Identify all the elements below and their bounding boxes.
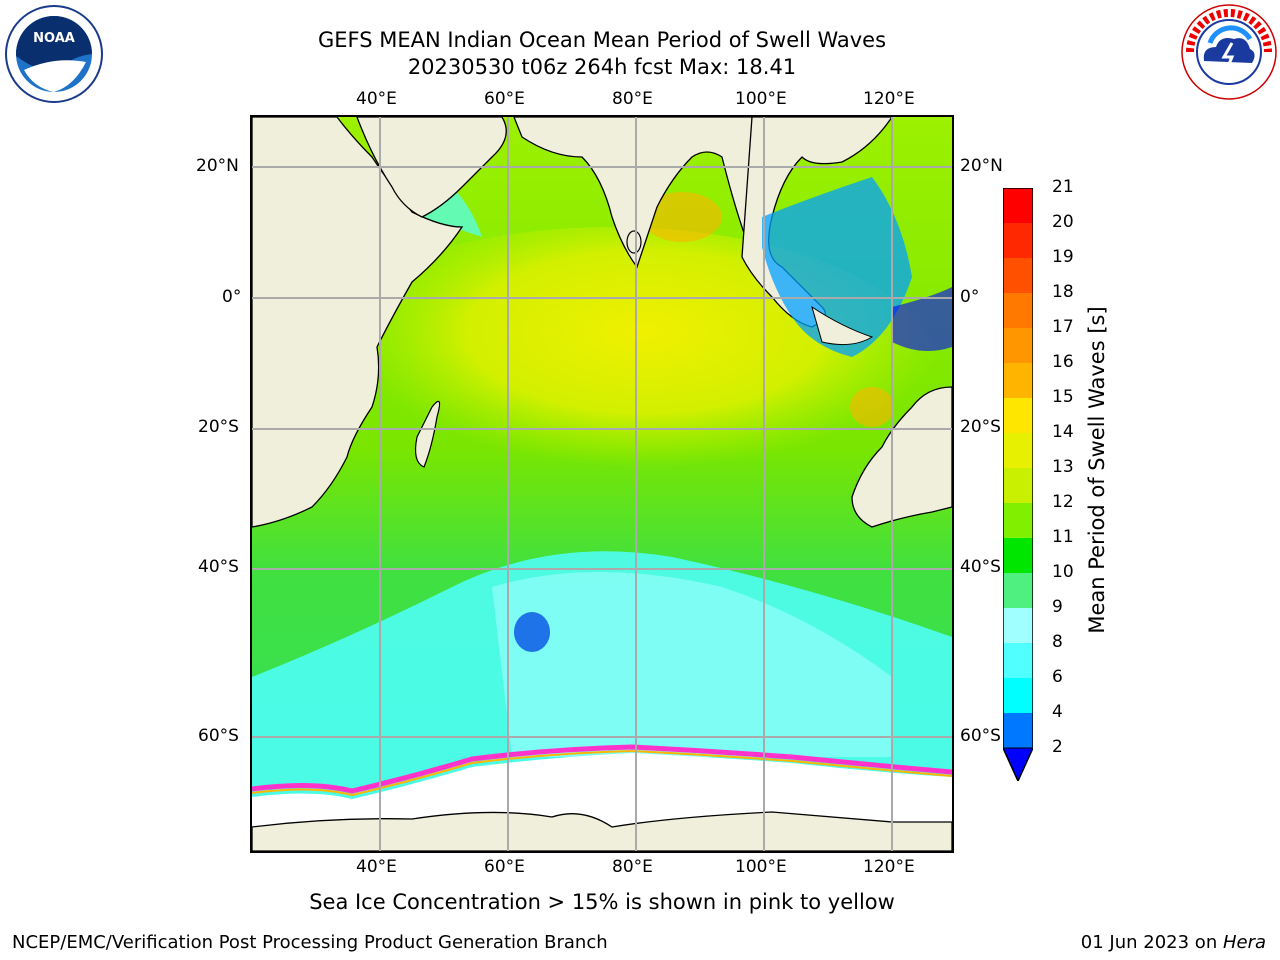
colorbar-segment — [1003, 573, 1033, 608]
colorbar-label: 2 — [1052, 737, 1063, 757]
map-canvas — [252, 117, 952, 851]
map-caption: Sea Ice Concentration > 15% is shown in … — [309, 890, 895, 914]
lon-tick-top: 60°E — [484, 89, 525, 109]
colorbar-extend-arrow — [1003, 747, 1033, 781]
colorbar-label: 16 — [1052, 352, 1074, 372]
colorbar-label: 4 — [1052, 702, 1063, 722]
lon-tick-bottom: 80°E — [612, 857, 653, 877]
lat-tick-left: 40°S — [198, 557, 239, 577]
colorbar-segment — [1003, 468, 1033, 503]
map-panel — [250, 115, 954, 853]
australia-landmass — [851, 386, 952, 528]
colorbar-segment — [1003, 678, 1033, 713]
sri-lanka — [626, 230, 642, 254]
lon-tick-top: 100°E — [735, 89, 787, 109]
banda-sea-low — [892, 287, 952, 351]
lat-tick-right: 40°S — [960, 557, 1001, 577]
colorbar-segment — [1003, 643, 1033, 678]
svg-text:NOAA: NOAA — [33, 31, 75, 46]
colorbar-segment — [1003, 433, 1033, 468]
colorbar-label: 14 — [1052, 422, 1074, 442]
colorbar-outline — [1003, 188, 1033, 781]
madagascar — [414, 400, 441, 468]
colorbar-segment — [1003, 258, 1033, 293]
chart-title: GEFS MEAN Indian Ocean Mean Period of Sw… — [317, 28, 887, 52]
lon-tick-top: 40°E — [356, 89, 397, 109]
nws-logo — [1181, 4, 1277, 100]
colorbar-title: Mean Period of Swell Waves [s] — [1085, 306, 1109, 634]
lat-tick-left: 20°N — [196, 156, 239, 176]
antarctica-landmass — [252, 811, 952, 851]
lon-tick-top: 80°E — [612, 89, 653, 109]
chart-subtitle: 20230530 t06z 264h fcst Max: 18.41 — [407, 55, 797, 79]
footer-producer: NCEP/EMC/Verification Post Processing Pr… — [12, 932, 608, 953]
colorbar-segment — [1003, 538, 1033, 573]
colorbar-segment — [1003, 328, 1033, 363]
footer-date: 01 Jun 2023 on Hera — [1081, 932, 1266, 953]
graticule — [252, 117, 952, 851]
western-australia-max — [850, 387, 894, 427]
colorbar-label: 9 — [1052, 597, 1063, 617]
noaa-logo: NOAA — [5, 5, 103, 103]
colorbar-segment — [1003, 713, 1033, 748]
colorbar-label: 10 — [1052, 562, 1074, 582]
colorbar-segment — [1003, 363, 1033, 398]
footer-date-text: 01 Jun 2023 on — [1080, 932, 1223, 953]
arabian-sea-patch — [422, 187, 482, 237]
lon-tick-bottom: 100°E — [735, 857, 787, 877]
colorbar-label: 6 — [1052, 667, 1063, 687]
colorbar-segment — [1003, 398, 1033, 433]
colorbar-segment — [1003, 188, 1033, 223]
colorbar-segment — [1003, 223, 1033, 258]
colorbar-label: 19 — [1052, 247, 1074, 267]
lat-tick-right: 0° — [960, 287, 980, 307]
lon-tick-bottom: 40°E — [356, 857, 397, 877]
footer-host: Hera — [1222, 932, 1266, 953]
lon-tick-bottom: 60°E — [484, 857, 525, 877]
colorbar-label: 8 — [1052, 632, 1063, 652]
colorbar-label: 17 — [1052, 317, 1074, 337]
colorbar-label: 13 — [1052, 457, 1074, 477]
lat-tick-left: 20°S — [198, 417, 239, 437]
colorbar-segment — [1003, 503, 1033, 538]
ice-edge-pink — [252, 744, 952, 794]
colorbar-label: 15 — [1052, 387, 1074, 407]
lat-tick-right: 20°S — [960, 417, 1001, 437]
colorbar-label: 12 — [1052, 492, 1074, 512]
colorbar-label: 11 — [1052, 527, 1074, 547]
lat-tick-right: 60°S — [960, 726, 1001, 746]
colorbar-segment — [1003, 293, 1033, 328]
lat-tick-left: 60°S — [198, 726, 239, 746]
indonesian-seas — [762, 177, 912, 357]
colorbar-label: 18 — [1052, 282, 1074, 302]
colorbar-label: 20 — [1052, 212, 1074, 232]
colorbar-segment — [1003, 608, 1033, 643]
ice-edge-yellow — [252, 749, 952, 797]
lon-tick-bottom: 120°E — [863, 857, 915, 877]
lat-tick-right: 20°N — [960, 156, 1003, 176]
lon-tick-top: 120°E — [863, 89, 915, 109]
bay-of-bengal-max — [642, 192, 722, 242]
colorbar — [1003, 188, 1033, 781]
short-period-core — [492, 572, 892, 757]
kerguelen-low — [514, 612, 550, 652]
colorbar-label: 21 — [1052, 177, 1074, 197]
java-island — [811, 305, 874, 346]
lat-tick-left: 0° — [222, 287, 242, 307]
